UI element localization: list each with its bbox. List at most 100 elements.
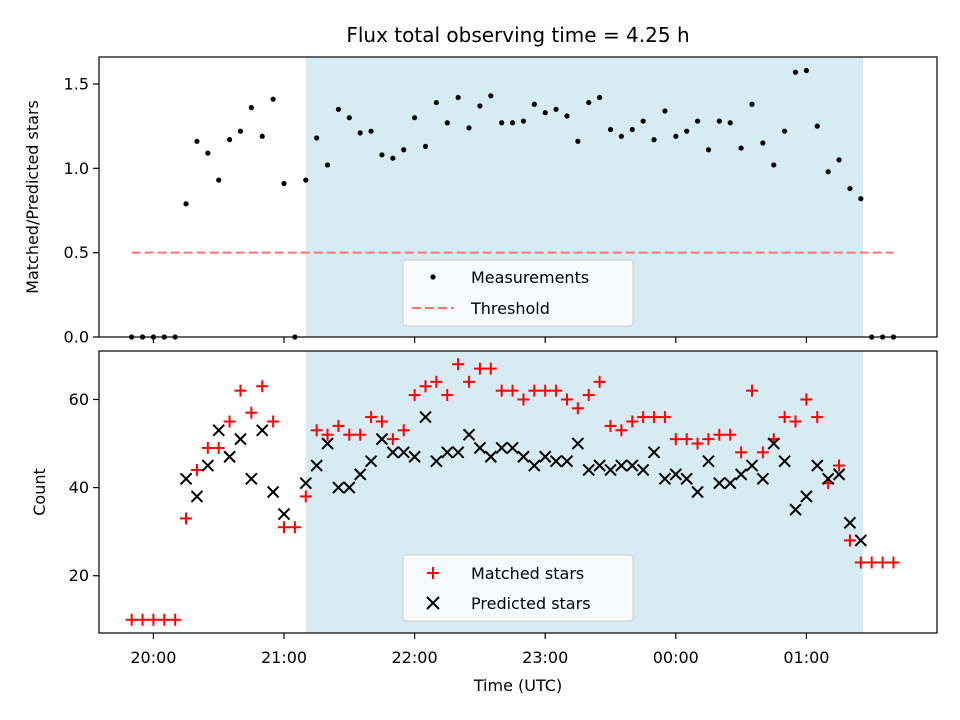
matched-star-point	[354, 428, 367, 441]
top-y-tick-label: 1.0	[64, 159, 89, 178]
predicted-star-point	[724, 476, 737, 490]
measurement-point	[847, 185, 853, 192]
predicted-star-point	[256, 424, 269, 437]
measurement-point	[270, 96, 276, 102]
predicted-star-point	[332, 481, 345, 494]
measurement-point	[749, 101, 755, 107]
matched-star-point	[267, 415, 280, 428]
matched-star-point	[375, 415, 388, 428]
matched-star-point	[680, 433, 693, 446]
x-tick-label: 00:00	[653, 648, 699, 667]
predicted-star-point	[593, 459, 606, 472]
measurement-point	[248, 105, 254, 111]
matched-star-point	[452, 358, 465, 371]
measurement-point	[314, 135, 320, 141]
predicted-star-point	[789, 503, 802, 516]
matched-star-point	[223, 415, 236, 428]
measurement-point	[607, 126, 614, 133]
measurement-point	[803, 67, 810, 74]
predicted-star-point	[462, 428, 476, 441]
top-x-ticks	[152, 337, 808, 343]
measurement-point	[183, 201, 189, 207]
matched-star-point	[800, 393, 813, 406]
measurement-point	[324, 162, 331, 168]
matched-star-point	[637, 411, 650, 424]
measurement-point	[771, 162, 777, 168]
predicted-star-point	[549, 454, 563, 468]
matched-star-point	[745, 384, 758, 397]
predicted-star-point	[571, 437, 585, 450]
top-panel: 0.0 0.5 1.0 1.5 Matched/Predicted stars Mea…	[23, 56, 938, 347]
bottom-plot-frame	[98, 350, 938, 634]
measurement-point	[390, 155, 396, 161]
measurement-point	[684, 128, 690, 134]
top-y-tick-label: 0.0	[64, 328, 89, 347]
matched-star-point	[256, 380, 269, 393]
measurement-point	[412, 115, 418, 121]
measurement-point	[597, 94, 603, 101]
matched-star-point	[658, 411, 671, 424]
measurement-point	[542, 110, 548, 116]
predicted-star-point	[190, 490, 204, 503]
matched-star-point	[463, 375, 476, 388]
matched-star-point	[419, 380, 432, 393]
measurement-point	[575, 138, 581, 144]
matched-star-point	[125, 613, 138, 626]
matched-star-point	[843, 534, 856, 547]
predicted-star-point	[386, 446, 400, 459]
measurement-point	[858, 196, 864, 202]
predicted-star-point	[408, 450, 421, 463]
bottom-y-tick-label: 20	[69, 566, 89, 585]
bottom-legend: Matched stars Predicted stars	[402, 554, 634, 622]
measurement-point	[357, 130, 363, 136]
matched-star-point	[887, 556, 900, 569]
predicted-star-point	[299, 476, 312, 490]
measurement-point	[738, 145, 744, 151]
matched-star-point	[158, 613, 171, 626]
measurement-point	[760, 140, 766, 146]
matched-star-point	[190, 463, 203, 476]
top-plot-frame	[98, 56, 938, 338]
matched-star-point	[833, 459, 846, 472]
top-legend-box	[402, 259, 634, 327]
legend-threshold-label: Threshold	[470, 299, 550, 318]
bottom-y-tick-label: 40	[69, 478, 89, 497]
predicted-star-point	[528, 459, 541, 472]
measurement-point	[477, 103, 483, 109]
measurement-point	[586, 99, 592, 106]
matched-star-point	[506, 384, 519, 397]
matched-star-point	[495, 384, 508, 397]
predicted-star-point	[843, 516, 857, 530]
matched-star-point	[332, 419, 345, 432]
predicted-star-point	[451, 446, 465, 459]
matched-star-point	[539, 384, 552, 397]
predicted-star-point	[658, 472, 672, 485]
bottom-y-tick-label: 60	[69, 390, 89, 409]
measurement-point	[531, 101, 537, 107]
measurement-point	[281, 180, 287, 187]
predicted-star-point	[560, 454, 574, 468]
measurement-point	[618, 133, 624, 139]
measurement-point	[259, 133, 265, 139]
predicted-star-point	[604, 463, 617, 477]
predicted-star-point	[245, 472, 258, 485]
legend-measurements-marker	[430, 274, 436, 280]
top-legend: Measurements Threshold	[402, 259, 634, 327]
measurement-point	[422, 143, 429, 149]
matched-star-point	[343, 428, 356, 441]
predicted-star-point	[201, 459, 215, 472]
matched-star-point	[713, 428, 726, 441]
matched-star-point	[604, 419, 617, 432]
predicted-star-point	[636, 463, 650, 477]
measurement-point	[335, 106, 342, 112]
matched-star-point	[550, 384, 563, 397]
matched-star-point	[386, 433, 399, 446]
matched-star-point	[528, 384, 541, 397]
matched-star-point	[234, 384, 247, 397]
matched-star-point	[865, 556, 878, 569]
x-tick-label: 23:00	[522, 648, 568, 667]
predicted-star-point	[517, 450, 530, 463]
measurement-point	[836, 157, 842, 163]
measurement-point	[346, 115, 352, 121]
predicted-star-point	[353, 468, 367, 481]
